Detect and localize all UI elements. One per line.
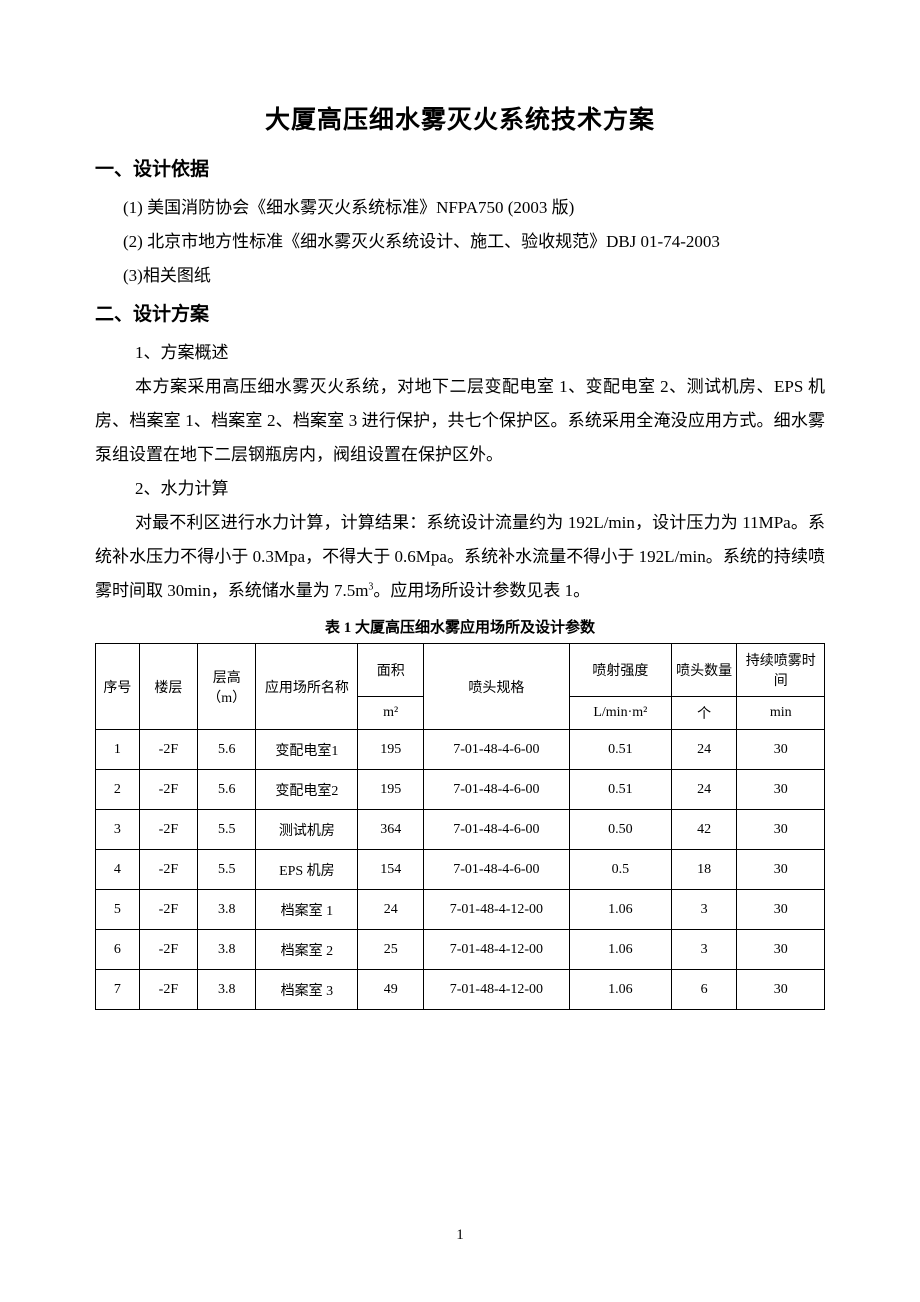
table-cell: 0.50 (569, 810, 671, 850)
table-cell: 24 (671, 730, 737, 770)
page-number: 1 (0, 1227, 920, 1244)
section-1-item-2: (2) 北京市地方性标准《细水雾灭火系统设计、施工、验收规范》DBJ 01-74… (95, 225, 825, 259)
table-cell: 1.06 (569, 930, 671, 970)
table-cell: -2F (139, 850, 197, 890)
col-unit-time: min (737, 697, 825, 730)
table-row: 1-2F5.6变配电室11957-01-48-4-6-000.512430 (96, 730, 825, 770)
table-cell: 5.5 (198, 850, 256, 890)
table-cell: 3.8 (198, 970, 256, 1010)
table-cell: 364 (358, 810, 424, 850)
table-cell: 7 (96, 970, 140, 1010)
table-cell: 7-01-48-4-6-00 (424, 730, 570, 770)
table-row: 2-2F5.6变配电室21957-01-48-4-6-000.512430 (96, 770, 825, 810)
table-cell: 0.51 (569, 770, 671, 810)
col-header-height: 层高（m） (198, 644, 256, 730)
table-cell: 5.6 (198, 730, 256, 770)
table-cell: 0.5 (569, 850, 671, 890)
table-cell: 7-01-48-4-6-00 (424, 770, 570, 810)
table-row: 3-2F5.5测试机房3647-01-48-4-6-000.504230 (96, 810, 825, 850)
table-cell: 6 (671, 970, 737, 1010)
parameters-table: 序号 楼层 层高（m） 应用场所名称 面积 喷头规格 喷射强度 喷头数量 持续喷… (95, 643, 825, 1010)
table-cell: 3.8 (198, 890, 256, 930)
table-cell: 5.6 (198, 770, 256, 810)
table-cell: 18 (671, 850, 737, 890)
col-header-area: 面积 (358, 644, 424, 697)
table-cell: 24 (671, 770, 737, 810)
section-1-item-3: (3)相关图纸 (95, 259, 825, 293)
table-cell: 2 (96, 770, 140, 810)
table-cell: 测试机房 (256, 810, 358, 850)
col-header-seq: 序号 (96, 644, 140, 730)
table-cell: 7-01-48-4-12-00 (424, 890, 570, 930)
table-cell: 5.5 (198, 810, 256, 850)
table-cell: 49 (358, 970, 424, 1010)
table-cell: 30 (737, 890, 825, 930)
table-header-row-1: 序号 楼层 层高（m） 应用场所名称 面积 喷头规格 喷射强度 喷头数量 持续喷… (96, 644, 825, 697)
table-cell: EPS 机房 (256, 850, 358, 890)
table-cell: 3.8 (198, 930, 256, 970)
table-cell: 30 (737, 930, 825, 970)
table-cell: 7-01-48-4-12-00 (424, 930, 570, 970)
col-unit-area: m² (358, 697, 424, 730)
table-cell: 档案室 2 (256, 930, 358, 970)
col-header-intensity: 喷射强度 (569, 644, 671, 697)
table-cell: -2F (139, 770, 197, 810)
section-2-sub1-heading: 1、方案概述 (95, 336, 825, 370)
section-1-heading: 一、设计依据 (95, 154, 825, 181)
section-1-item-1: (1) 美国消防协会《细水雾灭火系统标准》NFPA750 (2003 版) (95, 191, 825, 225)
table-cell: 3 (671, 930, 737, 970)
table-cell: 1.06 (569, 970, 671, 1010)
section-2-sub2-body: 对最不利区进行水力计算，计算结果：系统设计流量约为 192L/min，设计压力为… (95, 506, 825, 608)
table-cell: -2F (139, 890, 197, 930)
table-cell: 30 (737, 810, 825, 850)
table-cell: 42 (671, 810, 737, 850)
table-cell: 30 (737, 770, 825, 810)
table-row: 5-2F3.8档案室 1247-01-48-4-12-001.06330 (96, 890, 825, 930)
col-header-time: 持续喷雾时间 (737, 644, 825, 697)
col-unit-count: 个 (671, 697, 737, 730)
col-header-count: 喷头数量 (671, 644, 737, 697)
table-cell: 30 (737, 730, 825, 770)
table-cell: 7-01-48-4-6-00 (424, 810, 570, 850)
table-cell: 1.06 (569, 890, 671, 930)
table-cell: 5 (96, 890, 140, 930)
section-2-sub2-heading: 2、水力计算 (95, 472, 825, 506)
section-2-sub1-body: 本方案采用高压细水雾灭火系统，对地下二层变配电室 1、变配电室 2、测试机房、E… (95, 370, 825, 472)
sub2-body-after: 。应用场所设计参数见表 1。 (373, 581, 590, 600)
table-cell: 195 (358, 730, 424, 770)
table-cell: 24 (358, 890, 424, 930)
table-cell: 档案室 1 (256, 890, 358, 930)
table-cell: 3 (671, 890, 737, 930)
col-header-floor: 楼层 (139, 644, 197, 730)
table-cell: 4 (96, 850, 140, 890)
table-cell: -2F (139, 970, 197, 1010)
section-2-heading: 二、设计方案 (95, 299, 825, 326)
table-cell: -2F (139, 810, 197, 850)
table-caption: 表 1 大厦高压细水雾应用场所及设计参数 (95, 616, 825, 637)
table-cell: -2F (139, 930, 197, 970)
table-cell: 7-01-48-4-6-00 (424, 850, 570, 890)
table-cell: 3 (96, 810, 140, 850)
table-row: 4-2F5.5EPS 机房1547-01-48-4-6-000.51830 (96, 850, 825, 890)
table-cell: 0.51 (569, 730, 671, 770)
table-cell: 25 (358, 930, 424, 970)
table-cell: 30 (737, 850, 825, 890)
table-cell: 1 (96, 730, 140, 770)
table-cell: 6 (96, 930, 140, 970)
table-cell: 7-01-48-4-12-00 (424, 970, 570, 1010)
col-header-place: 应用场所名称 (256, 644, 358, 730)
table-cell: 变配电室2 (256, 770, 358, 810)
table-row: 6-2F3.8档案室 2257-01-48-4-12-001.06330 (96, 930, 825, 970)
table-cell: 30 (737, 970, 825, 1010)
col-header-spec: 喷头规格 (424, 644, 570, 730)
table-cell: 变配电室1 (256, 730, 358, 770)
table-cell: 档案室 3 (256, 970, 358, 1010)
table-cell: 154 (358, 850, 424, 890)
table-cell: 195 (358, 770, 424, 810)
col-unit-intensity: L/min·m² (569, 697, 671, 730)
table-cell: -2F (139, 730, 197, 770)
document-title: 大厦高压细水雾灭火系统技术方案 (95, 100, 825, 136)
table-row: 7-2F3.8档案室 3497-01-48-4-12-001.06630 (96, 970, 825, 1010)
